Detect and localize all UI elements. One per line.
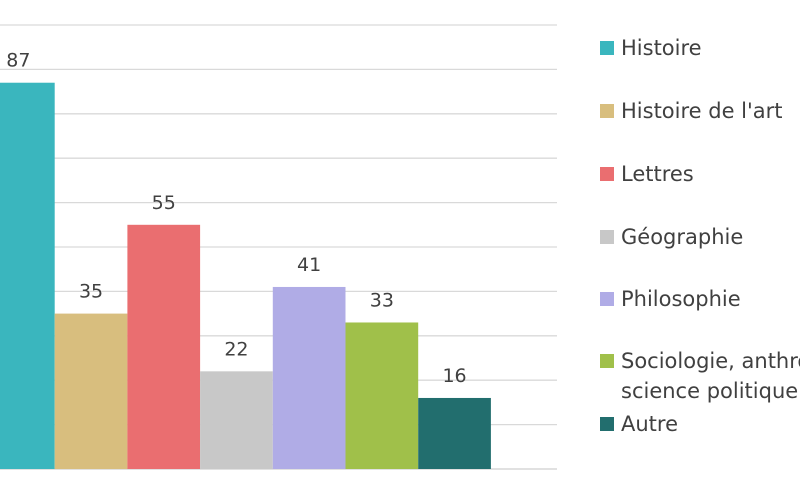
legend-swatch xyxy=(600,417,614,431)
legend-label: Lettres xyxy=(621,159,694,189)
bar xyxy=(418,397,491,469)
legend-item: Lettres xyxy=(600,159,694,189)
bar-chart: 87 35 55 22 41 33 16 xyxy=(0,24,557,470)
legend-label-line: Autre xyxy=(621,412,679,436)
legend-label-line: Histoire xyxy=(621,36,702,60)
legend-label-line: Histoire de l'art xyxy=(621,99,783,123)
legend-label-line: Géographie xyxy=(621,225,744,249)
legend-item: Histoire xyxy=(600,33,702,63)
legend-label-line: science politique xyxy=(621,379,799,403)
legend-label-line: Sociologie, anthropologie, xyxy=(621,349,800,373)
bar xyxy=(54,313,128,469)
legend-swatch xyxy=(600,104,614,118)
legend-swatch xyxy=(600,41,614,55)
legend-label: Sociologie, anthropologie, science politi… xyxy=(621,346,800,406)
legend-label: Autre xyxy=(621,409,678,439)
legend-item: Histoire de l'art xyxy=(600,96,783,126)
bar xyxy=(0,82,55,469)
bars xyxy=(0,82,491,469)
legend-label-line: Philosophie xyxy=(621,287,741,311)
bar xyxy=(345,322,419,469)
bar xyxy=(200,371,273,469)
data-label: 41 xyxy=(297,254,321,276)
bar xyxy=(127,224,201,469)
bar xyxy=(272,286,346,469)
legend-item: Autre xyxy=(600,409,678,439)
legend-swatch xyxy=(600,230,614,244)
value-labels: 87 35 55 22 41 33 16 xyxy=(6,50,466,387)
data-label: 22 xyxy=(224,338,248,360)
legend-label-line: Lettres xyxy=(621,162,694,186)
legend-item: Philosophie xyxy=(600,284,741,314)
data-label: 55 xyxy=(152,192,176,214)
legend-swatch xyxy=(600,292,614,306)
data-label: 33 xyxy=(370,289,394,311)
legend-label: Histoire de l'art xyxy=(621,96,783,126)
legend-label: Philosophie xyxy=(621,284,741,314)
data-label: 16 xyxy=(442,365,466,387)
data-label: 87 xyxy=(6,50,30,72)
legend-swatch xyxy=(600,167,614,181)
legend-swatch xyxy=(600,354,614,368)
legend: Histoire Histoire de l'art Lettres Géograph… xyxy=(600,0,800,500)
legend-label: Histoire xyxy=(621,33,702,63)
legend-item: Géographie xyxy=(600,222,743,252)
legend-label: Géographie xyxy=(621,222,743,252)
data-label: 35 xyxy=(79,281,103,303)
legend-item: Sociologie, anthropologie, science politi… xyxy=(600,346,800,406)
